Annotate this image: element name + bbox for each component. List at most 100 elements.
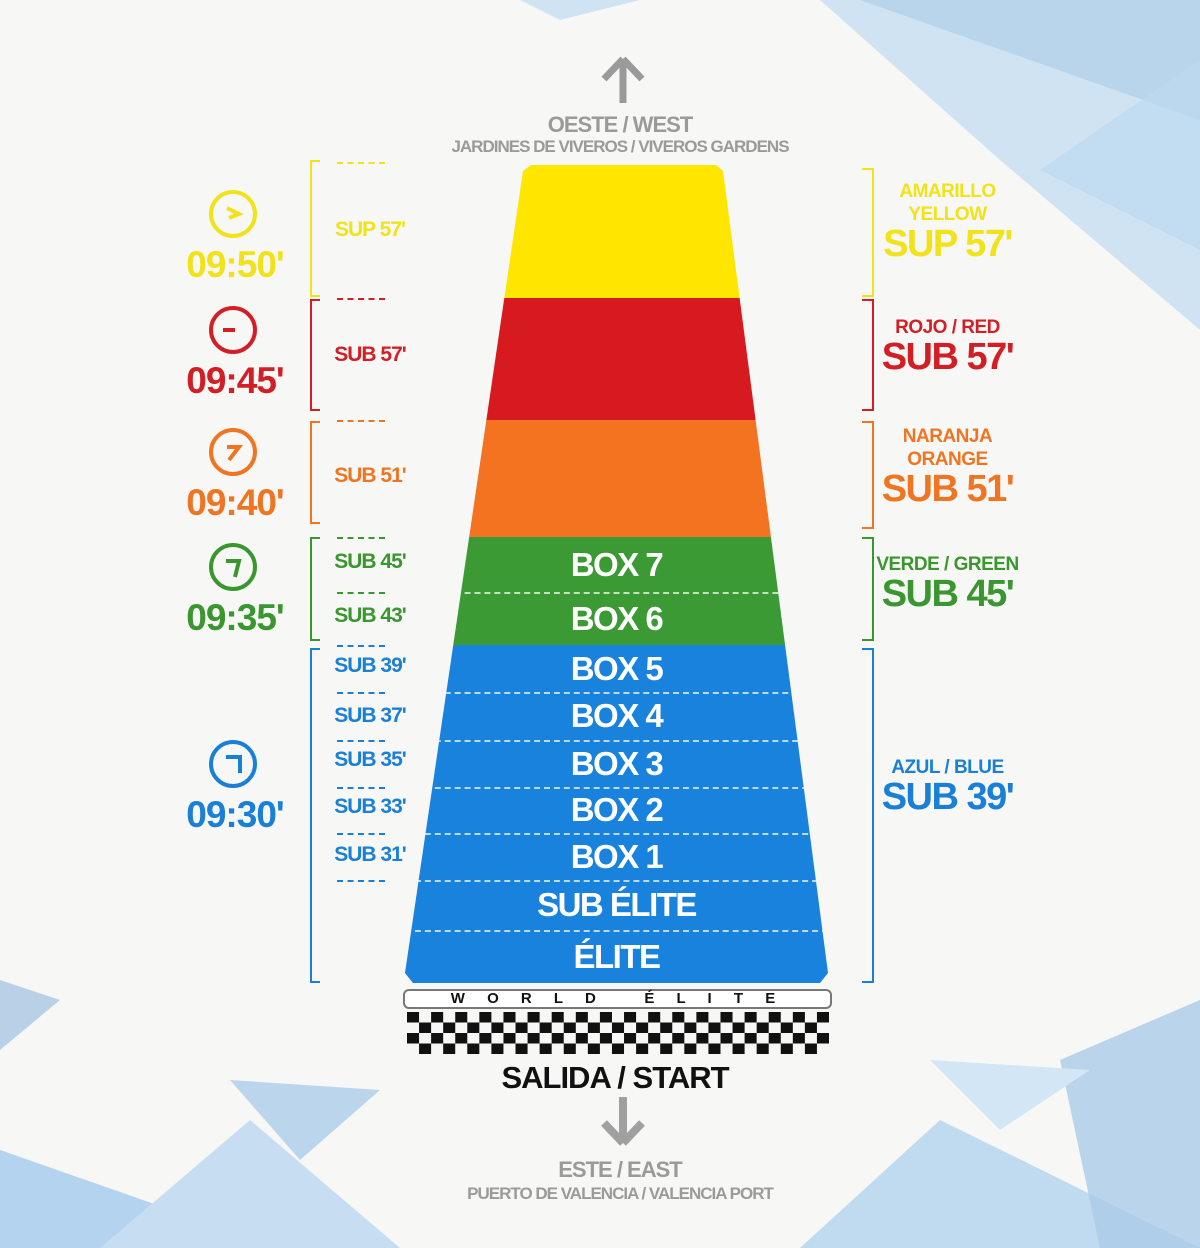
checker-square [636, 1043, 649, 1054]
checker-square [587, 1022, 600, 1033]
wave-color-name-en: YELLOW [908, 204, 987, 225]
checker-square [479, 1033, 492, 1044]
wave-pace: SUB 51' [881, 468, 1015, 510]
box-divider [405, 787, 828, 789]
divider-dash [337, 833, 385, 835]
checker-square [804, 1022, 817, 1033]
checker-square [660, 1022, 673, 1033]
checker-square [720, 1012, 733, 1023]
checker-square [816, 1033, 829, 1044]
checker-square [708, 1022, 721, 1033]
checker-square [684, 1043, 697, 1054]
checker-square [563, 1022, 576, 1033]
start-time: 09:45' [186, 360, 284, 401]
checker-square [431, 1033, 444, 1044]
checker-square [660, 1043, 673, 1054]
divider-dash [337, 787, 385, 789]
checker-square [467, 1043, 480, 1054]
wave-color-name: VERDE / GREEN [876, 554, 1019, 575]
checker-square [696, 1033, 709, 1044]
sub-time-label: SUB 43' [334, 604, 407, 627]
wave-color-name: ROJO / RED [895, 317, 1000, 338]
wave-color-name: NARANJA [902, 426, 993, 447]
divider-dash [337, 420, 385, 422]
wave-pace: SUB 57' [881, 336, 1015, 378]
wave-band [405, 645, 828, 983]
east-place: PUERTO DE VALENCIA / VALENCIA PORT [467, 1184, 774, 1203]
divider-dash [337, 592, 385, 594]
wave-color-name: AZUL / BLUE [891, 757, 1004, 778]
start-time: 09:30' [186, 794, 284, 835]
checker-square [455, 1012, 468, 1023]
checker-square [515, 1022, 528, 1033]
checker-square [539, 1043, 552, 1054]
checker-square [527, 1033, 540, 1044]
checker-square [636, 1022, 649, 1033]
checker-square [648, 1012, 661, 1023]
box-label: SUB ÉLITE [537, 886, 697, 923]
checker-square [756, 1043, 769, 1054]
checker-square [792, 1033, 805, 1044]
checker-square [503, 1033, 516, 1044]
checker-square [672, 1033, 685, 1044]
checker-square [624, 1033, 637, 1044]
checker-square [744, 1033, 757, 1044]
wave-band [405, 537, 828, 645]
wave-color-name: AMARILLO [899, 181, 996, 202]
left-bracket [310, 537, 320, 641]
right-bracket [862, 421, 874, 529]
start-time: 09:40' [186, 482, 284, 523]
checker-square [491, 1022, 504, 1033]
checker-square [443, 1022, 456, 1033]
box-label: ÉLITE [573, 937, 661, 975]
right-bracket [862, 537, 874, 641]
clock-icon [209, 428, 257, 476]
sub-time-label: SUB 33' [334, 795, 407, 818]
clock-icon [209, 543, 257, 591]
start-time: 09:35' [186, 597, 284, 638]
checker-square [431, 1012, 444, 1023]
checker-square [792, 1012, 805, 1023]
box-label: BOX 2 [570, 791, 664, 828]
wave-pace: SUP 57' [883, 223, 1013, 265]
sub-time-label: SUB 39' [334, 654, 407, 677]
wave-pace: SUB 45' [881, 573, 1015, 615]
left-bracket [310, 299, 320, 411]
box-label: BOX 7 [570, 545, 664, 583]
box-label: BOX 6 [570, 599, 664, 637]
divider-dash [337, 692, 385, 694]
start-time: 09:50' [186, 244, 284, 285]
right-bracket [862, 299, 874, 411]
sub-time-label: SUB 37' [334, 704, 407, 727]
box-label: BOX 3 [570, 744, 664, 782]
sub-time-label: SUB 35' [334, 748, 407, 771]
checker-square [575, 1033, 588, 1044]
checker-square [587, 1043, 600, 1054]
checker-square [684, 1022, 697, 1033]
box-divider [405, 880, 828, 882]
checker-square [816, 1012, 829, 1023]
box-divider [405, 833, 828, 835]
arrow-down-icon [601, 1097, 645, 1146]
box-divider [405, 592, 828, 594]
checker-square [732, 1043, 745, 1054]
checker-square [599, 1033, 612, 1044]
world-elite-banner: W O R L D É L I T E [403, 989, 832, 1009]
arrow-up-icon [601, 56, 645, 103]
box-label: BOX 5 [570, 649, 664, 687]
divider-dash [337, 740, 385, 742]
left-bracket [310, 160, 320, 297]
checker-square [780, 1022, 793, 1033]
checker-square [672, 1012, 685, 1023]
checker-square [419, 1043, 432, 1054]
checker-square [527, 1012, 540, 1023]
left-bracket [310, 648, 320, 983]
checker-square [551, 1033, 564, 1044]
checker-square [479, 1012, 492, 1023]
box-divider [405, 930, 828, 932]
west-place: JARDINES DE VIVEROS / VIVEROS GARDENS [451, 137, 789, 156]
east-direction: ESTE / EAST [558, 1157, 682, 1182]
divider-dash [337, 880, 385, 882]
wave-pace: SUB 39' [881, 776, 1015, 818]
checker-square [467, 1022, 480, 1033]
